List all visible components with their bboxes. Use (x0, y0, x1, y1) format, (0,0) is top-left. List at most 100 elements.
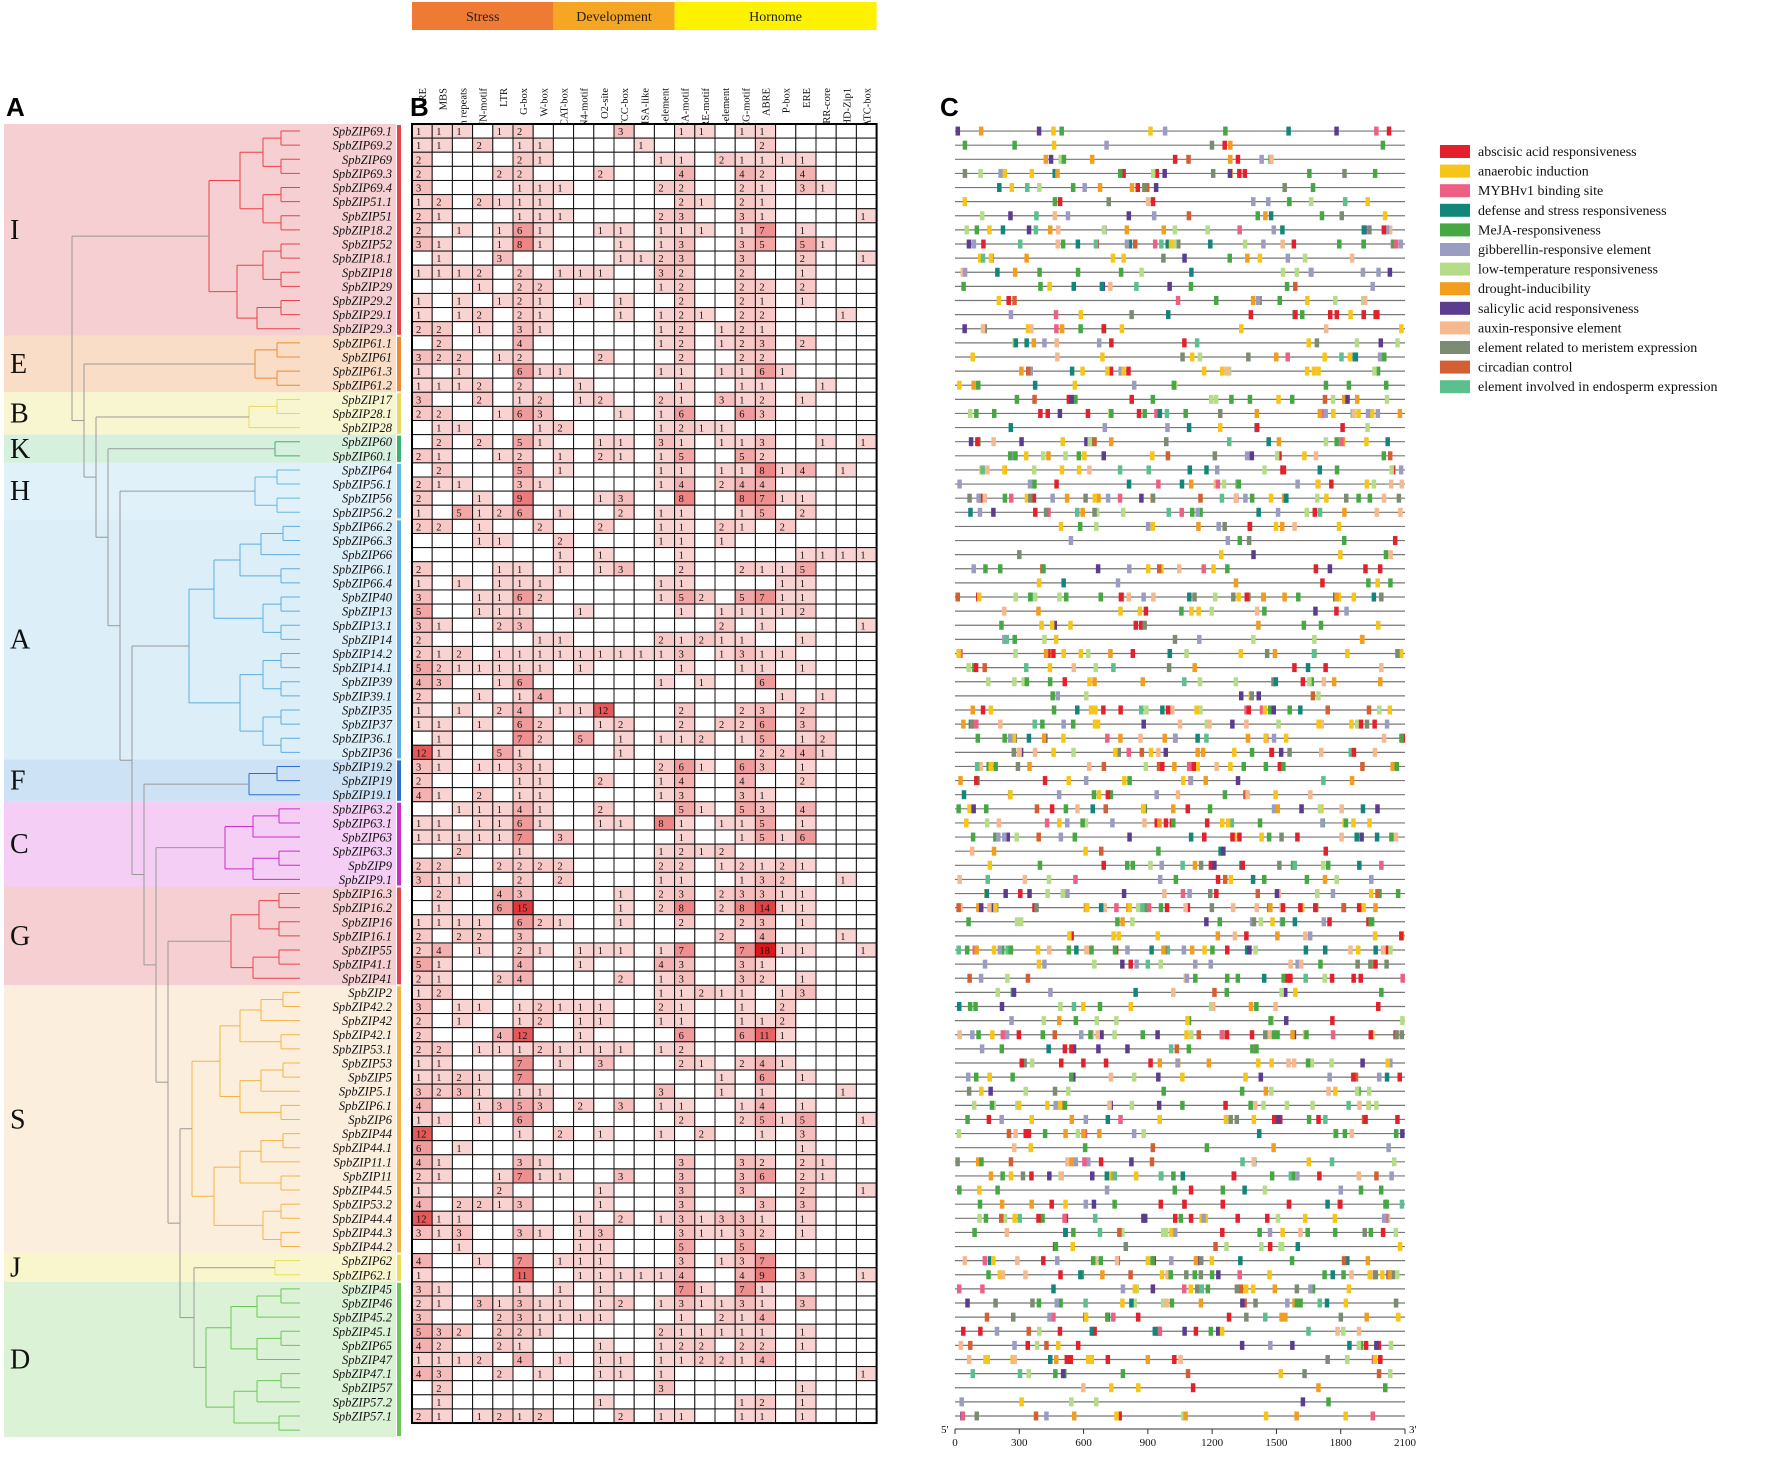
heatmap-cell (775, 1281, 797, 1297)
heatmap-cell (855, 151, 878, 167)
motif-box (1262, 1185, 1268, 1195)
motif-box (978, 903, 984, 913)
heatmap-cell-value: 6 (739, 1031, 744, 1042)
heatmap-cell-value: 5 (739, 452, 744, 463)
heatmap-cell-value: 1 (477, 720, 482, 731)
motif-box (1338, 550, 1343, 560)
heatmap-cell (613, 998, 635, 1015)
motif-box (1251, 550, 1256, 560)
heatmap-cell (775, 1168, 797, 1184)
heatmap-cell (552, 222, 575, 238)
motif-box (1098, 903, 1104, 913)
heatmap-cell (472, 1013, 494, 1029)
motif-box (1097, 1002, 1103, 1011)
heatmap-cell (633, 377, 655, 393)
heatmap-cell-value: 2 (759, 1228, 764, 1239)
heatmap-cell (694, 617, 716, 633)
motif-box (1084, 691, 1089, 701)
heatmap-cell (835, 1182, 857, 1198)
heatmap-cell (815, 208, 837, 224)
heatmap-cell (835, 688, 857, 704)
heatmap-cell-value: 3 (739, 1228, 744, 1239)
heatmap-cell-value: 1 (739, 819, 744, 830)
heatmap-cell (775, 617, 797, 633)
motif-box (1145, 197, 1151, 207)
heatmap-cell-value: 2 (477, 1200, 482, 1211)
motif-box (1087, 465, 1092, 475)
motif-box (1032, 394, 1037, 404)
heatmap-cell (613, 1069, 635, 1085)
motif-box (1333, 1129, 1339, 1139)
heatmap-cell-value: 2 (436, 522, 441, 533)
motif-box (1080, 507, 1085, 517)
heatmap-cell (835, 1253, 857, 1269)
motif-box (1057, 818, 1062, 828)
heatmap-cell-value: 1 (598, 1356, 603, 1367)
heatmap-cell-value: 1 (739, 734, 744, 745)
motif-box (1323, 846, 1329, 856)
heatmap-cell (593, 885, 615, 902)
heatmap-cell (633, 1408, 655, 1424)
heatmap-cell (552, 194, 575, 210)
heatmap-cell-value: 3 (759, 918, 764, 929)
heatmap-cell-value: 3 (800, 184, 805, 195)
motif-box (996, 832, 1001, 842)
heatmap-cell (431, 1027, 453, 1043)
motif-box (1012, 634, 1017, 644)
heatmap-cell (815, 1069, 837, 1085)
heatmap-cell (714, 1238, 736, 1255)
motif-box (1214, 889, 1219, 899)
gene-label: SpbZIP16.3 (333, 887, 392, 901)
heatmap-cell (573, 1380, 595, 1396)
heatmap-cell (775, 1069, 797, 1085)
motif-box (1209, 606, 1214, 616)
motif-box (956, 804, 961, 814)
heatmap-cell (653, 1253, 676, 1269)
motif-box (1093, 705, 1098, 715)
motif-box (1093, 663, 1099, 673)
heatmap-cell (835, 250, 857, 266)
heatmap-cell-value: 1 (780, 904, 785, 915)
heatmap-cell (835, 942, 857, 958)
heatmap-cell-value: 1 (477, 1412, 482, 1423)
heatmap-cell-value: 1 (436, 1228, 441, 1239)
motif-box (1263, 761, 1269, 771)
heatmap-cell-value: 1 (517, 791, 522, 802)
heatmap-cell (835, 236, 857, 252)
motif-box (1036, 832, 1041, 842)
heatmap-cell (593, 504, 615, 520)
heatmap-cell-value: 1 (497, 353, 502, 364)
heatmap-cell-value: 4 (416, 678, 422, 689)
heatmap-cell-value: 6 (679, 1031, 684, 1042)
heatmap-cell (593, 532, 615, 549)
gene-label: SpbZIP69.1 (333, 125, 392, 139)
motif-box (1351, 592, 1357, 602)
motif-box (1062, 677, 1068, 687)
motif-box (1188, 1185, 1194, 1195)
heatmap-cell (633, 575, 655, 591)
heatmap-cell (552, 349, 575, 365)
motif-box (1103, 804, 1109, 814)
column-header: O2-site (600, 88, 611, 119)
motif-box (996, 818, 1002, 828)
gene-label: SpbZIP45 (342, 1282, 392, 1296)
heatmap-cell (633, 787, 655, 803)
heatmap-cell-value: 1 (416, 268, 421, 279)
motif-box (1085, 649, 1091, 658)
heatmap-cell-value: 1 (679, 466, 684, 477)
gene-label: SpbZIP19 (342, 774, 393, 788)
motif-box (1227, 168, 1233, 178)
motif-box (1202, 945, 1207, 955)
heatmap-cell (492, 151, 514, 167)
motif-box (991, 437, 996, 447)
gene-label: SpbZIP14.2 (333, 647, 392, 661)
motif-box (1248, 1002, 1254, 1011)
heatmap-cell-value: 1 (800, 635, 805, 646)
heatmap-cell-value: 1 (456, 480, 461, 491)
heatmap-cell (552, 1196, 575, 1212)
heatmap-cell (593, 660, 615, 676)
motif-box (1318, 959, 1323, 969)
heatmap-cell (714, 448, 736, 464)
heatmap-cell-value: 1 (557, 212, 562, 223)
heatmap-cell (492, 914, 514, 930)
